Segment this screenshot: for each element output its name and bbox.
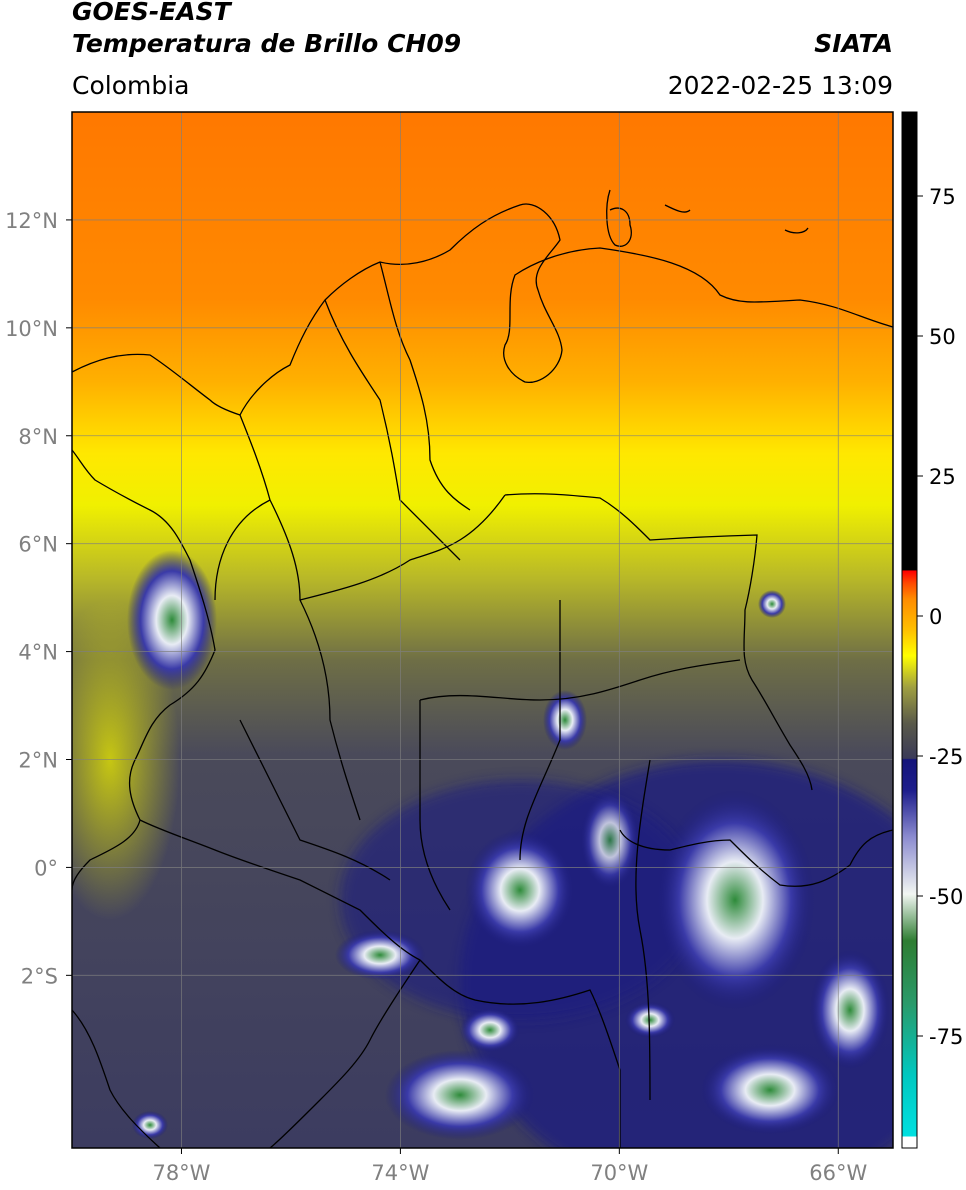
convective-cloud bbox=[580, 790, 640, 890]
island-outline bbox=[784, 227, 809, 234]
colorbar-tick-label: -25 bbox=[929, 745, 963, 769]
organization-label: SIATA bbox=[814, 29, 893, 58]
title-satellite: GOES-EAST bbox=[72, 0, 231, 26]
departmental-line bbox=[635, 759, 651, 1101]
longitude-ticks: 78°W 74°W 70°W 66°W bbox=[152, 1148, 867, 1185]
convective-cloud bbox=[385, 1050, 535, 1140]
graticule bbox=[72, 112, 893, 1148]
colorbar-tick-label: -50 bbox=[929, 885, 963, 909]
departmental-line bbox=[379, 261, 471, 511]
title-product: Temperatura de Brillo CH09 bbox=[72, 29, 462, 58]
lon-tick-label: 78°W bbox=[152, 1161, 210, 1185]
departmental-line bbox=[419, 699, 451, 911]
lat-tick-label: 8°N bbox=[18, 425, 58, 449]
southern-border bbox=[619, 829, 893, 887]
convective-cloud bbox=[335, 930, 425, 980]
pacific-coastline bbox=[72, 449, 216, 891]
colorbar-ticks: 75 50 25 0 -25 -50 -75 bbox=[917, 185, 963, 1049]
south-coast bbox=[72, 1009, 161, 1148]
latitude-ticks: 12°N 10°N 8°N 6°N 4°N 2°N 0° 2°S bbox=[5, 209, 72, 988]
colorbar bbox=[901, 111, 918, 1149]
colorbar-tick-label: 25 bbox=[929, 465, 956, 489]
colorbar-tick-label: -75 bbox=[929, 1025, 963, 1049]
colorbar-tick-label: 50 bbox=[929, 325, 956, 349]
datetime-label: 2022-02-25 13:09 bbox=[667, 71, 893, 100]
venezuela-border bbox=[504, 493, 813, 791]
convective-cloud bbox=[465, 830, 575, 950]
lon-tick-label: 66°W bbox=[809, 1161, 867, 1185]
lon-tick-label: 74°W bbox=[371, 1161, 429, 1185]
coastlines-borders bbox=[72, 189, 893, 1148]
departmental-line bbox=[419, 659, 741, 701]
convective-cloud bbox=[758, 590, 786, 618]
island-outline bbox=[606, 189, 632, 247]
departmental-line bbox=[239, 719, 391, 881]
departmental-line bbox=[324, 299, 461, 561]
caribbean-coastline bbox=[72, 203, 893, 416]
lat-tick-label: 2°N bbox=[18, 749, 58, 773]
lat-tick-label: 0° bbox=[34, 856, 58, 880]
departmental-line bbox=[214, 499, 271, 601]
convective-cloud bbox=[810, 950, 890, 1070]
map-frame bbox=[71, 111, 894, 1149]
convective-cloud bbox=[127, 550, 217, 690]
peru-border bbox=[269, 959, 421, 1148]
convective-cloud bbox=[132, 1111, 168, 1139]
map-imagery bbox=[72, 112, 893, 1148]
region-label: Colombia bbox=[72, 71, 190, 100]
lat-tick-label: 4°N bbox=[18, 641, 58, 665]
departmental-line bbox=[299, 494, 506, 601]
island-outline bbox=[664, 204, 691, 213]
lat-tick-label: 10°N bbox=[5, 317, 58, 341]
lat-tick-label: 6°N bbox=[18, 533, 58, 557]
lat-tick-label: 12°N bbox=[5, 209, 58, 233]
convective-cloud bbox=[655, 790, 815, 1010]
lon-tick-label: 70°W bbox=[590, 1161, 648, 1185]
lat-tick-label: 2°S bbox=[21, 964, 58, 988]
convective-cloud bbox=[700, 1045, 840, 1135]
colorbar-tick-label: 0 bbox=[929, 605, 942, 629]
convective-cloud bbox=[543, 690, 587, 750]
colorbar-tick-label: 75 bbox=[929, 185, 956, 209]
convective-cloud bbox=[460, 1008, 520, 1052]
departmental-line bbox=[519, 600, 561, 861]
convective-cloud bbox=[625, 1002, 675, 1038]
